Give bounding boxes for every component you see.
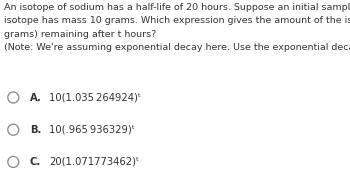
Text: isotope has mass 10 grams. Which expression gives the amount of the isotope (in: isotope has mass 10 grams. Which express… <box>4 16 350 25</box>
Text: C.: C. <box>30 157 41 167</box>
Text: 10(1.035 264924)ᵗ: 10(1.035 264924)ᵗ <box>49 93 141 102</box>
Text: (Note: We're assuming exponential decay here. Use the exponential decay function: (Note: We're assuming exponential decay … <box>4 43 350 52</box>
Text: An isotope of sodium has a half-life of 20 hours. Suppose an initial sample of t: An isotope of sodium has a half-life of … <box>4 3 350 12</box>
Text: B.: B. <box>30 125 41 135</box>
Text: 20(1.071773462)ᵗ: 20(1.071773462)ᵗ <box>49 157 139 167</box>
Text: grams) remaining after t hours?: grams) remaining after t hours? <box>4 30 156 39</box>
Text: 10(.965 936329)ᵗ: 10(.965 936329)ᵗ <box>49 125 135 135</box>
Text: A.: A. <box>30 93 42 102</box>
